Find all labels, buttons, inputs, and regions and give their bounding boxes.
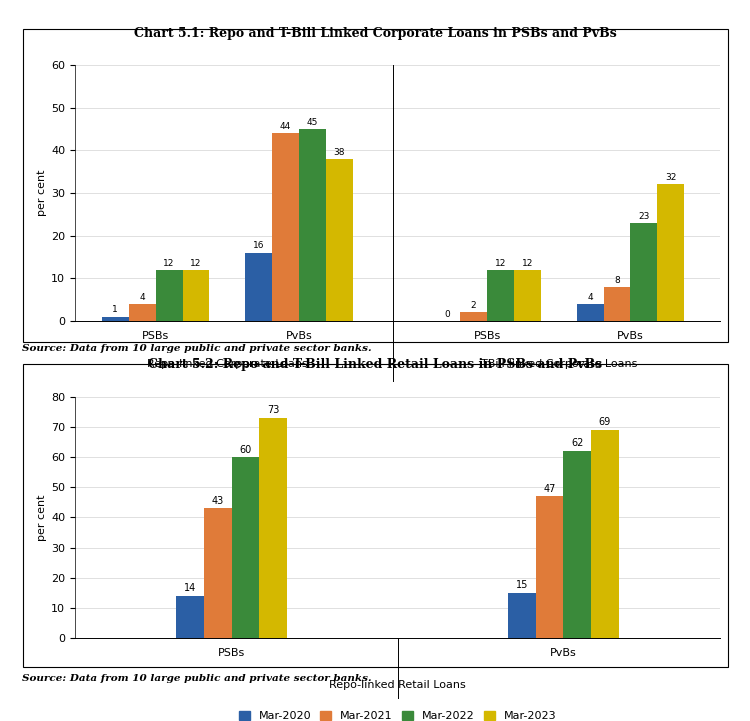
- Text: 62: 62: [571, 438, 584, 448]
- Text: Chart 5.1: Repo and T-Bill Linked Corporate Loans in PSBs and PvBs: Chart 5.1: Repo and T-Bill Linked Corpor…: [134, 27, 616, 40]
- Bar: [536, 496, 563, 638]
- Text: 23: 23: [638, 211, 650, 221]
- Text: 8: 8: [614, 275, 620, 285]
- Text: 16: 16: [253, 242, 265, 250]
- Text: 4: 4: [140, 293, 145, 301]
- Text: 4: 4: [587, 293, 593, 301]
- Bar: [577, 304, 604, 321]
- Y-axis label: per cent: per cent: [37, 169, 47, 216]
- Bar: [326, 159, 352, 321]
- Text: Source: Data from 10 large public and private sector banks.: Source: Data from 10 large public and pr…: [22, 674, 372, 683]
- Legend: Mar-2020, Mar-2021, Mar-2022, Mar-2023: Mar-2020, Mar-2021, Mar-2022, Mar-2023: [238, 712, 556, 721]
- Text: Repo-linked Retail Loans: Repo-linked Retail Loans: [329, 681, 466, 690]
- Text: Source: Data from 10 large public and private sector banks.: Source: Data from 10 large public and pr…: [22, 344, 372, 353]
- Bar: [657, 185, 684, 321]
- Bar: [156, 270, 182, 321]
- Bar: [272, 133, 299, 321]
- Bar: [245, 252, 272, 321]
- Text: 12: 12: [495, 259, 506, 267]
- Text: 15: 15: [516, 580, 528, 590]
- Bar: [487, 270, 514, 321]
- Bar: [176, 596, 204, 638]
- Bar: [604, 287, 631, 321]
- Bar: [232, 457, 260, 638]
- Text: 45: 45: [307, 118, 318, 127]
- Bar: [129, 304, 156, 321]
- Text: 12: 12: [522, 259, 533, 267]
- Bar: [102, 317, 129, 321]
- Bar: [204, 508, 232, 638]
- Text: 14: 14: [184, 583, 196, 593]
- Text: 60: 60: [239, 445, 251, 454]
- Y-axis label: per cent: per cent: [37, 494, 47, 541]
- Text: 43: 43: [211, 496, 224, 506]
- Text: 73: 73: [267, 405, 279, 415]
- Bar: [631, 223, 657, 321]
- Bar: [563, 451, 591, 638]
- Text: TBill-linked Corporate Loans: TBill-linked Corporate Loans: [481, 359, 637, 369]
- Bar: [508, 593, 536, 638]
- Bar: [299, 129, 326, 321]
- Text: 47: 47: [543, 484, 556, 494]
- Text: 1: 1: [112, 306, 118, 314]
- Text: 12: 12: [164, 259, 175, 267]
- Bar: [182, 270, 209, 321]
- Text: 12: 12: [190, 259, 202, 267]
- Text: 44: 44: [280, 122, 291, 131]
- Text: Chart 5.2: Repo and T-Bill Linked Retail Loans in PSBs and PvBs: Chart 5.2: Repo and T-Bill Linked Retail…: [148, 358, 602, 371]
- Text: 0: 0: [444, 310, 450, 319]
- Text: 38: 38: [334, 148, 345, 156]
- Bar: [591, 430, 619, 638]
- Text: 32: 32: [665, 173, 676, 182]
- Text: Repo-linked Corporate Loans: Repo-linked Corporate Loans: [147, 359, 308, 369]
- Bar: [514, 270, 541, 321]
- Bar: [260, 417, 287, 638]
- Legend: Mar-2020, Mar-2021, Mar-2022, Mar-2023: Mar-2020, Mar-2021, Mar-2022, Mar-2023: [238, 408, 556, 418]
- Text: 2: 2: [471, 301, 476, 310]
- Text: 69: 69: [598, 417, 611, 428]
- Bar: [460, 312, 487, 321]
